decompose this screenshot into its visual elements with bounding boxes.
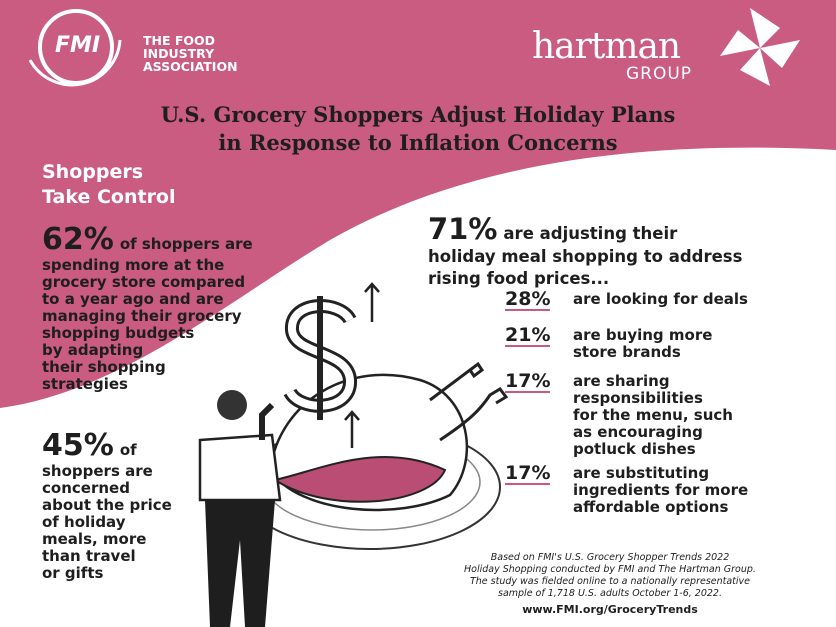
text-line: in Response to Inflation Concerns (218, 130, 618, 155)
stat-first-line: 71% are adjusting their (428, 212, 742, 246)
stat-figure: 71% (428, 212, 498, 246)
text-line: than travel (42, 547, 136, 565)
hartman-name: hartman (532, 26, 681, 67)
text-line: concerned (42, 479, 130, 497)
section-heading: Shoppers Take Control (42, 160, 176, 210)
text-line: by adapting (42, 341, 144, 359)
sub-text: are substituting ingredients for more affo… (573, 465, 748, 516)
text-line: responsibilities (573, 389, 703, 407)
sub-figure: 17% (505, 370, 551, 393)
text-line: Shoppers (42, 161, 144, 183)
text-line: Based on FMI's U.S. Grocery Shopper Tren… (490, 552, 730, 563)
sub-text: are sharing responsibilities for the menu,… (573, 373, 733, 458)
text-line: are buying more (573, 326, 713, 344)
text-line: or gifts (42, 564, 104, 582)
text-line: are sharing (573, 372, 670, 390)
text-line: are substituting (573, 464, 710, 482)
text-line: their shopping (42, 358, 166, 376)
text-line: The study was fielded online to a nation… (469, 576, 751, 587)
text-line: shopping budgets (42, 324, 195, 342)
text-line: of shoppers are (119, 235, 253, 253)
text-line: to a year ago and are (42, 290, 224, 308)
fmi-name: THE FOOD INDUSTRY ASSOCIATION (143, 34, 238, 73)
text-line: about the price (42, 496, 172, 514)
text-line: store brands (573, 343, 681, 361)
text-line: of (119, 441, 137, 459)
hartman-sub: GROUP (626, 64, 693, 84)
text-line: meals, more (42, 530, 147, 548)
sub-figure: 21% (505, 324, 551, 347)
text-line: THE FOOD (143, 33, 216, 48)
text-line: Take Control (42, 186, 176, 208)
text-line: potluck dishes (573, 440, 696, 458)
stat: 62% of shoppers are spending more at the gr… (42, 222, 253, 393)
text-line: affordable options (573, 498, 729, 516)
text-line: are adjusting their (503, 224, 678, 243)
text-line: managing their grocery (42, 307, 242, 325)
footnote: Based on FMI's U.S. Grocery Shopper Tren… (450, 552, 770, 600)
text-line: are looking for deals (573, 290, 748, 308)
stat-figure: 45% (42, 428, 114, 463)
fmi-mark: FMI (55, 33, 101, 58)
text-line: rising food prices... (428, 269, 610, 288)
text-line: of holiday (42, 513, 126, 531)
text-line: U.S. Grocery Shoppers Adjust Holiday Pla… (160, 102, 676, 127)
stat: 71% are adjusting their holiday meal shopp… (428, 212, 742, 290)
title: U.S. Grocery Shoppers Adjust Holiday Pla… (0, 101, 836, 157)
sub-figure: 17% (505, 462, 551, 485)
text-line: spending more at the (42, 256, 225, 274)
stat: 45% of shoppers are concerned about the pric… (42, 428, 172, 582)
text-line: INDUSTRY (143, 46, 215, 61)
stat-figure: 62% (42, 222, 114, 257)
sub-text: are looking for deals (573, 291, 748, 308)
text-line: grocery store compared (42, 273, 246, 291)
url: www.FMI.org/GroceryTrends (522, 603, 698, 616)
sub-figure: 28% (505, 288, 551, 311)
text-line: for the menu, such (573, 406, 733, 424)
text-line: holiday meal shopping to address (428, 247, 743, 266)
text-line: Holiday Shopping conducted by FMI and Th… (464, 564, 756, 575)
sub-text: are buying more store brands (573, 327, 712, 361)
text-line: as encouraging (573, 423, 703, 441)
text-line: shoppers are (42, 462, 153, 480)
stat-first-line: 62% of shoppers are (42, 222, 253, 257)
text-line: ASSOCIATION (143, 59, 238, 74)
text-line: ingredients for more (573, 481, 749, 499)
text-line: sample of 1,718 U.S. adults October 1-6,… (498, 588, 722, 599)
stat-first-line: 45% of (42, 428, 172, 463)
text-line: strategies (42, 375, 128, 393)
